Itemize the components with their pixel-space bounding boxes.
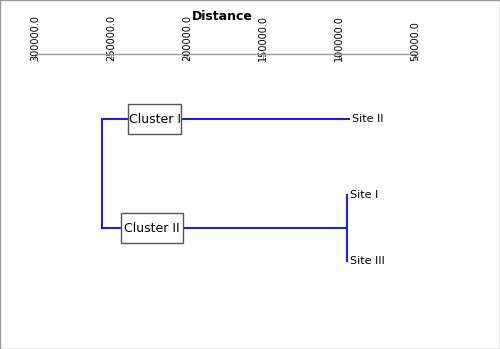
FancyBboxPatch shape bbox=[120, 213, 183, 243]
Text: Site I: Site I bbox=[350, 191, 378, 200]
Text: Site III: Site III bbox=[350, 256, 385, 266]
Text: Cluster II: Cluster II bbox=[124, 222, 180, 235]
Text: Site II: Site II bbox=[352, 114, 384, 124]
Text: Distance: Distance bbox=[192, 10, 253, 23]
FancyBboxPatch shape bbox=[128, 104, 182, 134]
Text: Cluster I: Cluster I bbox=[128, 113, 180, 126]
